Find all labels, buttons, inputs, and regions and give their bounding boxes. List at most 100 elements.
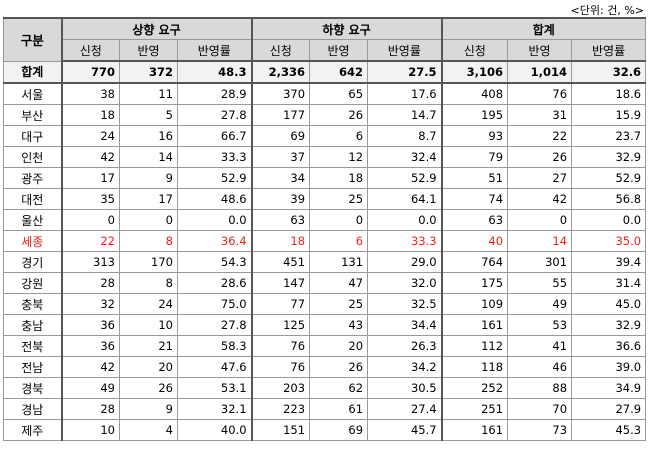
value-cell: 8.7 bbox=[367, 125, 443, 147]
region-cell: 부산 bbox=[3, 104, 62, 126]
value-cell: 73 bbox=[507, 419, 573, 441]
header-row-groups: 구분 상향 요구 하향 요구 합계 bbox=[3, 17, 647, 62]
value-cell: 76 bbox=[507, 82, 573, 105]
value-cell: 18.6 bbox=[571, 82, 647, 105]
table-body: 합계 770 372 48.3 2,336 642 27.5 3,106 1,014 32.6 서울… bbox=[3, 60, 647, 441]
value-cell: 25 bbox=[309, 293, 369, 315]
value-cell: 65 bbox=[309, 82, 369, 105]
value-cell: 3,106 bbox=[440, 60, 509, 84]
value-cell: 34.9 bbox=[571, 377, 647, 399]
region-cell: 인천 bbox=[3, 146, 62, 168]
value-cell: 177 bbox=[250, 104, 311, 126]
value-cell: 32 bbox=[60, 293, 120, 315]
value-cell: 764 bbox=[440, 251, 509, 273]
value-cell: 49 bbox=[507, 293, 573, 315]
value-cell: 151 bbox=[250, 419, 311, 441]
region-cell: 광주 bbox=[3, 167, 62, 189]
value-cell: 11 bbox=[119, 82, 178, 105]
table-row: 강원 28 8 28.6 147 47 32.0 175 55 31.4 bbox=[3, 272, 647, 294]
value-cell: 2,336 bbox=[250, 60, 311, 84]
value-cell: 24 bbox=[60, 125, 120, 147]
header-sub-reflect: 반영 bbox=[309, 39, 369, 62]
value-cell: 22 bbox=[507, 125, 573, 147]
value-cell: 48.3 bbox=[176, 60, 253, 84]
value-cell: 4 bbox=[119, 419, 178, 441]
value-cell: 27.8 bbox=[176, 104, 253, 126]
table-row: 세종 22 8 36.4 18 6 33.3 40 14 35.0 bbox=[3, 230, 647, 252]
header-group-total: 합계 bbox=[440, 17, 647, 40]
value-cell: 147 bbox=[250, 272, 311, 294]
value-cell: 69 bbox=[309, 419, 369, 441]
value-cell: 161 bbox=[440, 314, 509, 336]
value-cell: 125 bbox=[250, 314, 311, 336]
header-row-sub: 신청 반영 반영률 신청 반영 반영률 신청 반영 반영률 bbox=[4, 39, 647, 62]
value-cell: 18 bbox=[309, 167, 369, 189]
value-cell: 118 bbox=[440, 356, 509, 378]
value-cell: 47 bbox=[309, 272, 369, 294]
region-cell: 제주 bbox=[3, 419, 62, 441]
value-cell: 31.4 bbox=[571, 272, 647, 294]
value-cell: 18 bbox=[250, 230, 311, 252]
unit-note: <단위: 건, %> bbox=[570, 4, 644, 17]
value-cell: 33.3 bbox=[367, 230, 443, 252]
value-cell: 27 bbox=[507, 167, 573, 189]
value-cell: 28 bbox=[60, 272, 120, 294]
value-cell: 370 bbox=[250, 82, 311, 105]
value-cell: 34 bbox=[250, 167, 311, 189]
value-cell: 53 bbox=[507, 314, 573, 336]
value-cell: 24 bbox=[119, 293, 178, 315]
value-cell: 8 bbox=[119, 230, 178, 252]
header-sub-reflect: 반영 bbox=[119, 39, 178, 62]
value-cell: 23.7 bbox=[571, 125, 647, 147]
region-cell: 강원 bbox=[3, 272, 62, 294]
value-cell: 34.2 bbox=[367, 356, 443, 378]
value-cell: 26 bbox=[309, 356, 369, 378]
value-cell: 42 bbox=[507, 188, 573, 210]
value-cell: 63 bbox=[440, 209, 509, 231]
value-cell: 31 bbox=[507, 104, 573, 126]
region-cell: 경남 bbox=[3, 398, 62, 420]
value-cell: 20 bbox=[309, 335, 369, 357]
value-cell: 301 bbox=[507, 251, 573, 273]
header-sub-rate: 반영률 bbox=[176, 39, 253, 62]
value-cell: 66.7 bbox=[176, 125, 253, 147]
value-cell: 15.9 bbox=[571, 104, 647, 126]
value-cell: 28 bbox=[60, 398, 120, 420]
value-cell: 74 bbox=[440, 188, 509, 210]
value-cell: 40.0 bbox=[176, 419, 253, 441]
value-cell: 14 bbox=[119, 146, 178, 168]
value-cell: 52.9 bbox=[571, 167, 647, 189]
value-cell: 61 bbox=[309, 398, 369, 420]
header-sub-rate: 반영률 bbox=[571, 39, 647, 62]
value-cell: 17 bbox=[60, 167, 120, 189]
value-cell: 79 bbox=[440, 146, 509, 168]
value-cell: 88 bbox=[507, 377, 573, 399]
value-cell: 27.5 bbox=[367, 60, 443, 84]
region-cell: 충남 bbox=[3, 314, 62, 336]
value-cell: 112 bbox=[440, 335, 509, 357]
value-cell: 6 bbox=[309, 230, 369, 252]
table-row: 경남 28 9 32.1 223 61 27.4 251 70 27.9 bbox=[3, 398, 647, 420]
table-row: 전남 42 20 47.6 76 26 34.2 118 46 39.0 bbox=[3, 356, 647, 378]
header-group-up: 상향 요구 bbox=[60, 17, 253, 40]
table-row: 서울 38 11 28.9 370 65 17.6 408 76 18.6 bbox=[3, 82, 647, 105]
value-cell: 42 bbox=[60, 146, 120, 168]
data-table: 구분 상향 요구 하향 요구 합계 신청 반영 반영률 신청 반영 반영률 신청… bbox=[3, 17, 647, 441]
header-group-down: 하향 요구 bbox=[250, 17, 443, 40]
value-cell: 26 bbox=[309, 104, 369, 126]
value-cell: 48.6 bbox=[176, 188, 253, 210]
value-cell: 28.6 bbox=[176, 272, 253, 294]
value-cell: 0.0 bbox=[571, 209, 647, 231]
region-cell: 전북 bbox=[3, 335, 62, 357]
value-cell: 9 bbox=[119, 398, 178, 420]
value-cell: 170 bbox=[119, 251, 178, 273]
value-cell: 0 bbox=[309, 209, 369, 231]
region-cell: 대전 bbox=[3, 188, 62, 210]
region-cell: 충북 bbox=[3, 293, 62, 315]
value-cell: 32.6 bbox=[571, 60, 647, 84]
value-cell: 131 bbox=[309, 251, 369, 273]
region-cell: 경북 bbox=[3, 377, 62, 399]
value-cell: 35.0 bbox=[571, 230, 647, 252]
value-cell: 34.4 bbox=[367, 314, 443, 336]
value-cell: 203 bbox=[250, 377, 311, 399]
